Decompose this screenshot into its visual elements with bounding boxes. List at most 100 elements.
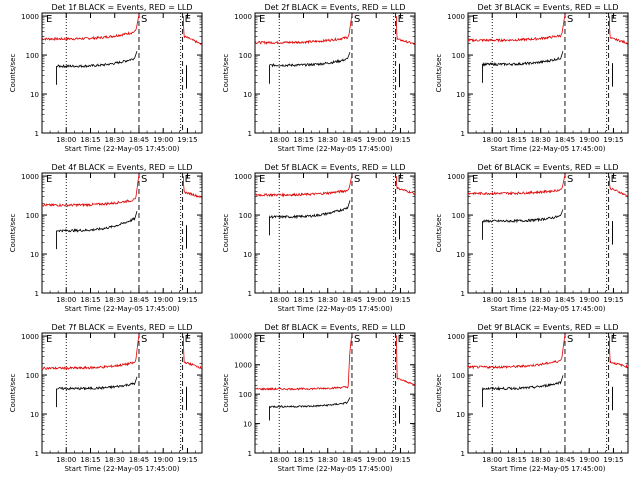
y-tick-label: 10000 (230, 332, 252, 340)
end-marker-label: E (472, 174, 478, 185)
y-tick-label: 10 (456, 411, 465, 419)
y-axis-label: Counts/sec (222, 374, 230, 413)
y-tick-label: 10 (456, 91, 465, 99)
y-tick-label: 1000 (447, 333, 465, 341)
y-tick-label: 10 (30, 411, 39, 419)
x-tick-label: 18:45 (555, 456, 575, 464)
lld-rate-curve (41, 14, 140, 41)
event-rate-curve (269, 397, 351, 409)
chart-panel: Det 9f BLACK = Events, RED = LLD 1 10 100 10… (435, 323, 629, 473)
start-marker-label: S (141, 334, 147, 345)
x-tick-label: 18:30 (531, 456, 551, 464)
start-marker-label: S (354, 174, 360, 185)
start-marker-label: S (354, 14, 360, 25)
plot-frame (41, 332, 203, 454)
end-marker-label: E (472, 14, 478, 25)
end-marker-label: E (185, 334, 191, 345)
y-tick-label: 10 (30, 251, 39, 259)
x-axis-label: Start Time (22-May-05 17:45:00) (490, 305, 605, 313)
lld-rate-curve (396, 16, 415, 45)
x-tick-label: 18:30 (531, 296, 551, 304)
x-tick-label: 19:00 (366, 136, 386, 144)
end-marker-label: E (46, 334, 52, 345)
y-tick-label: 1 (35, 450, 39, 458)
x-tick-label: 18:45 (555, 136, 575, 144)
chart-panel: Det 4f BLACK = Events, RED = LLD 1 10 100 10… (9, 163, 203, 313)
plot-frame (254, 172, 416, 294)
start-marker-label: S (354, 334, 360, 345)
chart-title: Det 1f BLACK = Events, RED = LLD (51, 3, 192, 12)
x-tick-label: 19:00 (366, 296, 386, 304)
x-tick-label: 19:15 (603, 456, 623, 464)
y-tick-label: 100 (239, 52, 252, 60)
event-rate-curve (56, 50, 138, 69)
end-marker-label: E (398, 14, 404, 25)
x-tick-label: 19:15 (177, 296, 197, 304)
x-tick-label: 19:00 (579, 456, 599, 464)
y-tick-label: 1 (461, 130, 465, 138)
x-tick-label: 19:15 (177, 456, 197, 464)
x-axis-label: Start Time (22-May-05 17:45:00) (277, 305, 392, 313)
event-rate-curve (482, 375, 564, 391)
y-tick-label: 1000 (21, 333, 39, 341)
end-marker-label: E (398, 174, 404, 185)
x-tick-label: 18:15 (506, 456, 526, 464)
start-marker-label: S (567, 14, 573, 25)
y-tick-label: 1 (248, 290, 252, 298)
y-tick-label: 100 (26, 212, 39, 220)
lld-rate-curve (183, 336, 202, 369)
y-tick-label: 100 (26, 372, 39, 380)
y-tick-label: 10 (30, 91, 39, 99)
lld-rate-curve (396, 335, 415, 386)
x-axis-label: Start Time (22-May-05 17:45:00) (64, 145, 179, 153)
y-axis-label: Counts/sec (435, 214, 443, 253)
y-tick-label: 1000 (234, 13, 252, 21)
start-marker-label: S (141, 174, 147, 185)
start-marker-label: S (567, 174, 573, 185)
x-tick-label: 18:15 (80, 296, 100, 304)
lld-rate-curve (467, 174, 566, 196)
x-tick-label: 18:15 (506, 136, 526, 144)
y-axis-label: Counts/sec (9, 54, 17, 93)
chart-panel: Det 5f BLACK = Events, RED = LLD 1 10 100 10… (222, 163, 416, 313)
y-tick-label: 10 (243, 251, 252, 259)
x-tick-label: 18:45 (129, 136, 149, 144)
chart-title: Det 2f BLACK = Events, RED = LLD (264, 3, 405, 12)
y-tick-label: 100 (239, 212, 252, 220)
chart-title: Det 8f BLACK = Events, RED = LLD (264, 323, 405, 332)
lld-rate-curve (467, 14, 566, 43)
lld-rate-curve (609, 176, 628, 198)
y-tick-label: 1000 (21, 13, 39, 21)
x-tick-label: 18:00 (269, 136, 289, 144)
x-tick-label: 18:15 (293, 456, 313, 464)
x-tick-label: 18:45 (342, 136, 362, 144)
x-axis-label: Start Time (22-May-05 17:45:00) (277, 465, 392, 473)
y-tick-label: 1000 (234, 362, 252, 370)
plot-frame (467, 332, 629, 454)
x-tick-label: 19:00 (579, 136, 599, 144)
x-tick-label: 19:15 (390, 456, 410, 464)
x-axis-label: Start Time (22-May-05 17:45:00) (490, 465, 605, 473)
x-tick-label: 19:00 (153, 456, 173, 464)
x-tick-label: 18:30 (105, 136, 125, 144)
y-tick-label: 1 (461, 290, 465, 298)
y-tick-label: 10 (243, 91, 252, 99)
x-tick-label: 18:30 (318, 296, 338, 304)
y-tick-label: 1 (461, 450, 465, 458)
end-marker-label: E (46, 14, 52, 25)
x-tick-label: 19:15 (390, 136, 410, 144)
y-tick-label: 1000 (447, 173, 465, 181)
end-marker-label: E (185, 174, 191, 185)
y-tick-label: 1 (248, 450, 252, 458)
x-tick-label: 18:00 (482, 456, 502, 464)
y-axis-label: Counts/sec (9, 214, 17, 253)
x-tick-label: 18:15 (293, 296, 313, 304)
chart-title: Det 3f BLACK = Events, RED = LLD (477, 3, 618, 12)
y-axis-label: Counts/sec (9, 374, 17, 413)
chart-panel: Det 7f BLACK = Events, RED = LLD 1 10 100 10… (9, 323, 203, 473)
x-tick-label: 18:45 (555, 296, 575, 304)
lld-rate-curve (254, 174, 353, 198)
x-tick-label: 18:45 (129, 296, 149, 304)
chart-panel: Det 6f BLACK = Events, RED = LLD 1 10 100 10… (435, 163, 629, 313)
